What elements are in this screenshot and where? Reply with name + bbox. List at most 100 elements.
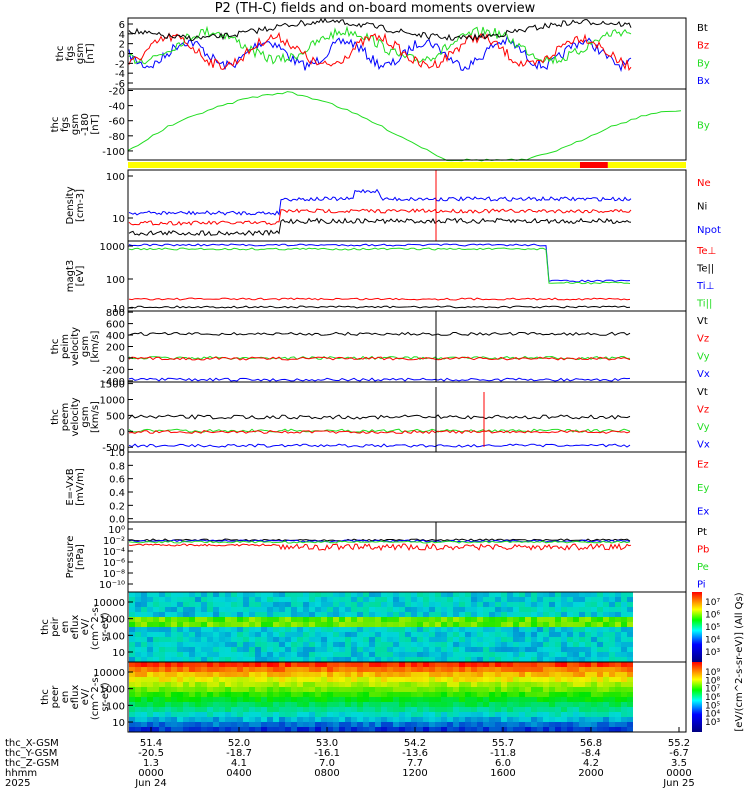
pixel [357,632,363,637]
pixel [297,642,303,647]
pixel [261,602,267,607]
series-pt [128,538,631,542]
ytick-label-3-1: 10 [112,214,125,225]
pixel [177,717,183,722]
pixel [243,697,249,702]
pixel [489,657,495,662]
pixel [225,722,231,727]
pixel [369,612,375,617]
pixel [273,642,279,647]
pixel [351,652,357,657]
pixel [459,697,465,702]
pixel [585,642,591,647]
pixel [369,722,375,727]
pixel [387,722,393,727]
pixel [213,597,219,602]
pixel [615,617,621,622]
pixel [183,662,189,667]
pixel [453,687,459,692]
pixel [495,657,501,662]
pixel [345,612,351,617]
pixel [597,672,603,677]
pixel [363,617,369,622]
series-bz [128,31,632,71]
pixel [291,727,297,732]
pixel [387,672,393,677]
pixel [423,652,429,657]
pixel [183,692,189,697]
pixel [315,632,321,637]
pixel [483,622,489,627]
pixel [573,627,579,632]
pixel [579,617,585,622]
xaxis-row-label-1: thc_Y-GSM [5,748,57,759]
pixel [141,687,147,692]
pixel [279,602,285,607]
pixel [333,712,339,717]
pixel [345,642,351,647]
pixel [501,597,507,602]
pixel [195,677,201,682]
pixel [471,672,477,677]
pixel [303,712,309,717]
pixel [555,627,561,632]
ytick-label-10-0: 10000 [93,668,125,679]
pixel [291,597,297,602]
pixel [219,652,225,657]
pixel [399,627,405,632]
pixel [573,677,579,682]
pixel [291,657,297,662]
pixel [417,722,423,727]
pixel [285,657,291,662]
pixel [591,607,597,612]
pixel [507,662,513,667]
pixel [621,677,627,682]
pixel [399,727,405,732]
pixel [501,657,507,662]
ytick-label-4-2: 10 [112,304,125,315]
pixel [417,707,423,712]
pixel [153,607,159,612]
pixel [183,592,189,597]
pixel [609,637,615,642]
pixel [327,627,333,632]
pixel [177,592,183,597]
xaxis-value-0-1: -20.5 [138,748,164,759]
pixel [435,712,441,717]
pixel [177,712,183,717]
ytick-label-0-4: -2 [115,59,125,70]
pixel [369,702,375,707]
pixel [231,647,237,652]
pixel [243,627,249,632]
pixel [291,682,297,687]
pixel [159,642,165,647]
pixel [363,727,369,732]
pixel [195,602,201,607]
pixel [543,617,549,622]
pixel [177,707,183,712]
pixel [147,622,153,627]
pixel [537,597,543,602]
pixel [273,617,279,622]
pixel [459,712,465,717]
pixel [477,717,483,722]
pixel [597,607,603,612]
pixel [261,612,267,617]
pixel [141,612,147,617]
pixel [285,647,291,652]
pixel [315,642,321,647]
pixel [291,712,297,717]
pixel [249,627,255,632]
pixel [207,687,213,692]
pixel [483,657,489,662]
pixel [345,617,351,622]
pixel [291,627,297,632]
pixel [159,627,165,632]
pixel [453,597,459,602]
pixel [393,712,399,717]
pixel [249,617,255,622]
pixel [423,647,429,652]
pixel [321,697,327,702]
pixel [159,717,165,722]
pixel [159,727,165,732]
